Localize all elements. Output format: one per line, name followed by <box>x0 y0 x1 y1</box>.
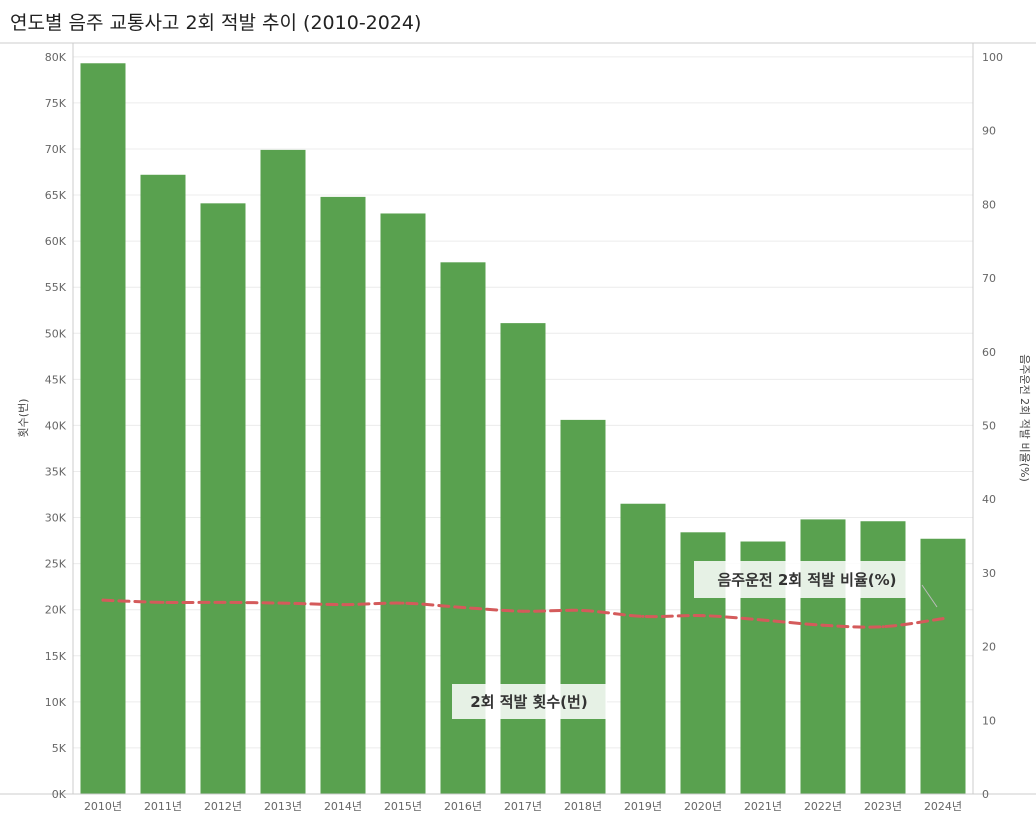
annotation-box <box>452 684 607 719</box>
x-tick-label: 2017년 <box>504 800 542 813</box>
y-axis-label: 횟수(번) <box>17 399 30 438</box>
bar-2010년 <box>80 63 126 794</box>
y2-tick-label: 50 <box>982 420 996 433</box>
x-axis-ticks: 2010년 2011년 2012년 2013년 2014년 2015년 2016년 2017년… <box>84 800 962 813</box>
bar-2015년 <box>380 213 426 794</box>
ratio-point-2019년 <box>641 614 645 618</box>
ratio-point-2011년 <box>161 600 165 604</box>
y-tick-label: 35K <box>45 465 67 478</box>
y2-tick-label: 0 <box>982 788 989 801</box>
x-tick-label: 2016년 <box>444 800 482 813</box>
bar-annotation: 2회 적발 횟수(번) <box>452 684 607 719</box>
axis-frame <box>0 42 1036 795</box>
y-tick-label: 20K <box>45 604 67 617</box>
bar-2011년 <box>140 174 186 794</box>
y-tick-label: 45K <box>45 373 67 386</box>
y-tick-label: 60K <box>45 235 67 248</box>
bar-2019년 <box>620 503 666 794</box>
y-tick-label: 55K <box>45 281 67 294</box>
y-tick-label: 50K <box>45 327 67 340</box>
left-axis-ticks: 0K 5K 10K 15K 20K 25K 30K 35K 40K 45K 50K 55K 60K 65K… <box>45 51 67 801</box>
x-tick-label: 2023년 <box>864 800 902 813</box>
ratio-point-2018년 <box>581 608 585 612</box>
annotation-text: 2회 적발 횟수(번) <box>470 693 587 711</box>
bar-2014년 <box>320 196 366 795</box>
x-tick-label: 2010년 <box>84 800 122 813</box>
ratio-point-2021년 <box>761 618 765 622</box>
y-tick-label: 25K <box>45 558 67 571</box>
y2-tick-label: 30 <box>982 567 996 580</box>
ratio-point-2013년 <box>281 601 285 605</box>
y-tick-label: 30K <box>45 512 67 525</box>
x-tick-label: 2014년 <box>324 800 362 813</box>
y-tick-label: 70K <box>45 143 67 156</box>
ratio-point-2024년 <box>941 617 945 621</box>
line-annotation: 음주운전 2회 적발 비율(%) <box>694 561 938 608</box>
annotation-leader-line <box>921 584 938 608</box>
y-tick-label: 15K <box>45 650 67 663</box>
ratio-point-2022년 <box>821 623 825 627</box>
y2-tick-label: 40 <box>982 493 996 506</box>
bar-2018년 <box>560 419 606 794</box>
y2-axis-label: 음주운전 2회 적발 비율(%) <box>1018 354 1031 482</box>
y-tick-label: 75K <box>45 97 67 110</box>
bar-2013년 <box>260 149 306 794</box>
bar-2024년 <box>920 538 966 794</box>
y-tick-label: 5K <box>52 742 67 755</box>
ratio-point-2014년 <box>341 603 345 607</box>
line-series <box>101 598 945 629</box>
bar-2022년 <box>800 519 846 794</box>
x-tick-label: 2022년 <box>804 800 842 813</box>
annotation-box <box>694 561 920 598</box>
ratio-point-2023년 <box>881 625 885 629</box>
ratio-point-2017년 <box>521 609 525 613</box>
y-tick-label: 40K <box>45 419 67 432</box>
ratio-point-2012년 <box>221 600 225 604</box>
y2-tick-label: 20 <box>982 641 996 654</box>
x-tick-label: 2013년 <box>264 800 302 813</box>
right-axis-ticks: 0 10 20 30 40 50 60 70 80 90 100 <box>982 51 1003 801</box>
x-tick-label: 2019년 <box>624 800 662 813</box>
x-tick-label: 2021년 <box>744 800 782 813</box>
y2-tick-label: 100 <box>982 51 1003 64</box>
bar-2017년 <box>500 323 546 794</box>
ratio-point-2015년 <box>401 601 405 605</box>
x-tick-label: 2024년 <box>924 800 962 813</box>
x-tick-label: 2018년 <box>564 800 602 813</box>
y-tick-label: 65K <box>45 189 67 202</box>
ratio-point-2020년 <box>701 614 705 618</box>
y2-tick-label: 70 <box>982 272 996 285</box>
y2-tick-label: 60 <box>982 346 996 359</box>
bar-series <box>80 63 966 795</box>
y2-tick-label: 10 <box>982 714 996 727</box>
y-tick-label: 10K <box>45 696 67 709</box>
y2-tick-label: 90 <box>982 125 996 138</box>
x-tick-label: 2020년 <box>684 800 722 813</box>
chart-title: 연도별 음주 교통사고 2회 적발 추이 (2010-2024) <box>10 12 422 34</box>
x-tick-label: 2011년 <box>144 800 182 813</box>
bar-2012년 <box>200 203 246 795</box>
y-tick-label: 0K <box>52 788 67 801</box>
ratio-point-2016년 <box>461 606 465 610</box>
y2-tick-label: 80 <box>982 198 996 211</box>
ratio-point-2010년 <box>101 598 105 602</box>
x-tick-label: 2012년 <box>204 800 242 813</box>
x-tick-label: 2015년 <box>384 800 422 813</box>
y-tick-label: 80K <box>45 51 67 64</box>
annotation-text: 음주운전 2회 적발 비율(%) <box>717 571 896 589</box>
